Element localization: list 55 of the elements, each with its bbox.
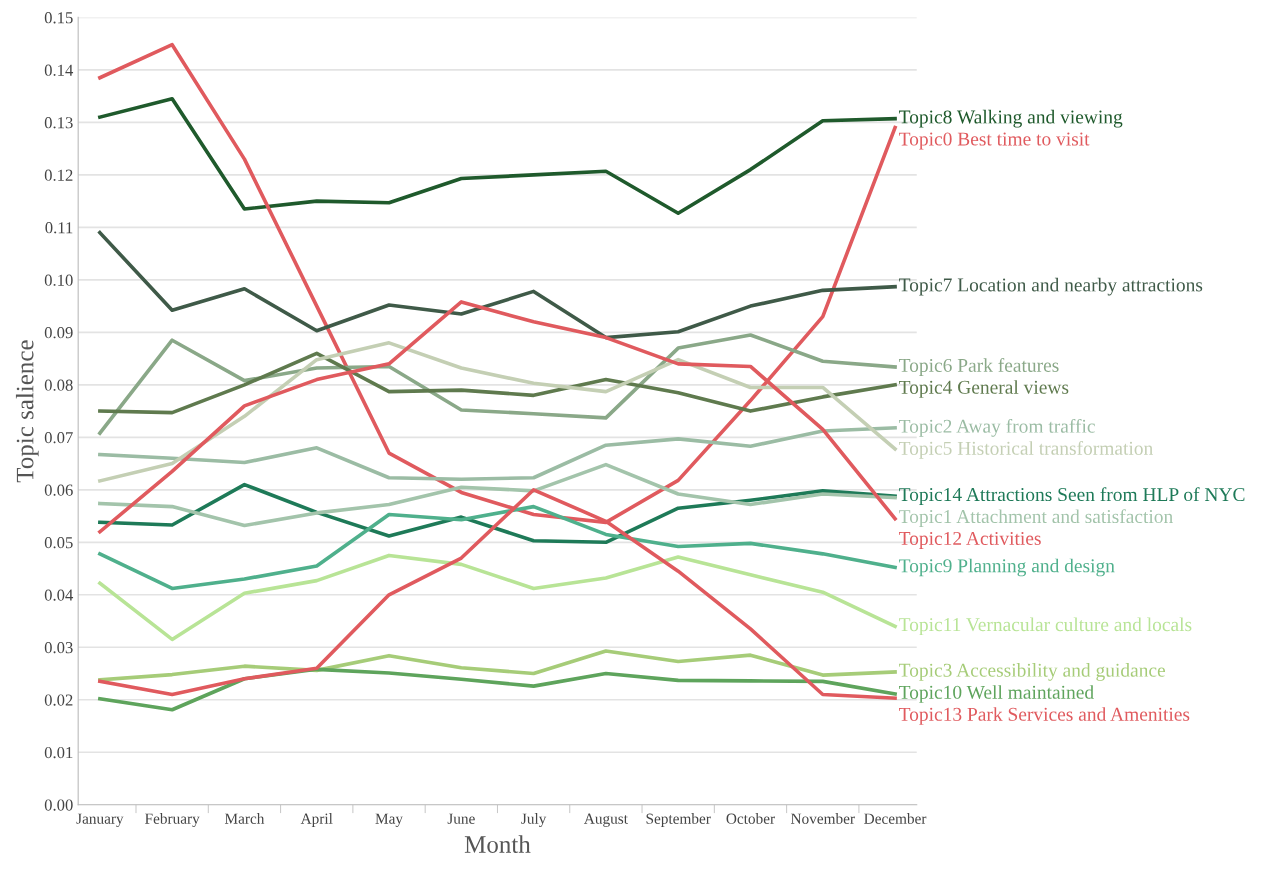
series-label: Topic12 Activities [899,531,1041,549]
y-tick-label: 0.14 [44,64,74,76]
y-tick-label: 0.01 [44,746,73,759]
y-tick-label: 0.02 [44,694,73,706]
y-tick-label: 0.13 [44,117,73,129]
x-tick-label: March [224,813,265,824]
series-label: Topic7 Location and nearby attractions [899,277,1203,296]
line-series [98,426,897,482]
series-label: Topic3 Accessibility and guidance [899,663,1166,681]
y-tick-label: 0.10 [44,274,73,286]
y-tick-label: 0.12 [44,169,73,181]
x-tick-label: September [646,813,711,827]
line-series [98,333,897,435]
y-tick-label: 0.06 [44,484,73,496]
y-tick-label: 0.09 [44,327,73,339]
series-label: Topic0 Best time to visit [899,132,1090,150]
x-tick-label: August [583,813,628,827]
x-axis-title: Month [464,835,531,853]
y-tick-label: 0.07 [44,432,73,444]
line-series [98,351,897,415]
x-tick-label: February [145,813,200,827]
y-tick-label: 0.11 [45,222,73,234]
y-tick-label: 0.04 [44,589,74,601]
y-tick-label: 0.05 [44,537,73,549]
series-label: Topic10 Well maintained [899,685,1094,703]
x-tick-label: December [864,813,927,824]
series-label: Topic1 Attachment and satisfaction [899,509,1173,528]
x-tick-label: April [300,813,333,827]
x-tick-label: October [726,813,775,824]
series-label: Topic4 General views [899,380,1069,398]
line-series [98,462,897,528]
line-series [98,230,897,340]
series-label: Topic8 Walking and viewing [899,109,1123,128]
x-tick-label: January [76,813,124,827]
series-label: Topic6 Park features [899,358,1059,376]
y-tick-label: 0.03 [44,641,73,654]
x-tick-label: November [790,813,855,824]
series-label: Topic2 Away from traffic [899,418,1095,437]
y-tick-label: 0.15 [44,12,73,24]
series-label: Topic11 Vernacular culture and locals [899,617,1192,636]
x-tick-label: July [521,813,547,827]
x-tick-label: May [375,813,403,827]
y-tick-label: 0.08 [44,379,73,391]
line-series [98,96,897,215]
line-series [98,649,897,682]
series-label: Topic5 Historical transformation [899,440,1153,459]
y-tick-label: 0.00 [44,799,73,811]
line-series [98,504,897,591]
series-label: Topic13 Park Services and Amenities [899,707,1190,725]
x-tick-label: June [447,813,475,824]
y-axis-title: Topic salience [15,340,39,483]
series-label: Topic14 Attractions Seen from HLP of NYC [899,487,1245,506]
line-series [98,553,897,642]
series-label: Topic9 Planning and design [899,558,1115,577]
line-series [98,341,897,483]
